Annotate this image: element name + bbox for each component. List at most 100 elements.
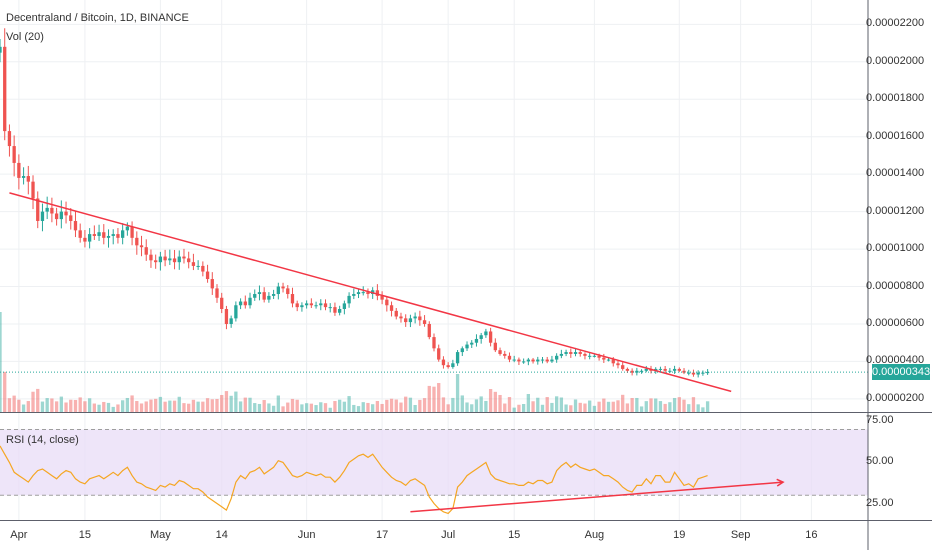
- volume-bar: [78, 397, 82, 412]
- candle-body: [187, 258, 191, 263]
- candle-body: [3, 46, 7, 132]
- volume-bar: [701, 407, 705, 412]
- volume-bar: [21, 404, 26, 412]
- volume-bar: [446, 404, 450, 412]
- volume-bar: [87, 398, 92, 412]
- candle-body: [583, 353, 587, 356]
- volume-bar: [135, 401, 139, 412]
- candle-body: [328, 307, 332, 309]
- volume-bar: [177, 396, 181, 412]
- volume-bar: [17, 399, 21, 412]
- candle-body: [474, 338, 479, 343]
- candle-body: [687, 372, 691, 374]
- candle-body: [92, 234, 96, 236]
- volume-bar: [394, 399, 398, 412]
- volume-bar: [465, 402, 469, 412]
- candle-body: [267, 295, 271, 300]
- candle-body: [559, 353, 564, 356]
- volume-bar: [130, 395, 134, 412]
- candle-body: [205, 271, 210, 280]
- volume-bar: [12, 395, 16, 412]
- candle-body: [116, 234, 120, 238]
- candle-body: [229, 318, 233, 324]
- price-tick-label: 0.00001000: [866, 242, 925, 255]
- candle-body: [243, 301, 247, 306]
- candle-body: [521, 361, 526, 363]
- candle-body: [427, 323, 431, 338]
- volume-label: Vol (20): [6, 31, 44, 43]
- candle-body: [470, 342, 474, 345]
- volume-bar: [191, 399, 196, 412]
- candle-body: [7, 131, 12, 147]
- candle-body: [168, 258, 172, 261]
- volume-bar: [668, 402, 672, 412]
- volume-bar: [31, 391, 35, 412]
- volume-bar: [342, 401, 347, 412]
- candle-body: [507, 355, 512, 360]
- volume-bar: [682, 399, 686, 412]
- candle-body: [121, 230, 125, 238]
- price-tick-label: 0.00000400: [866, 354, 925, 367]
- candle-body: [26, 176, 30, 182]
- time-tick-label: 14: [215, 529, 228, 541]
- rsi-tick-label: 50.00: [866, 455, 894, 468]
- time-tick-label: 19: [673, 529, 686, 541]
- volume-bar: [323, 403, 328, 412]
- candle-body: [668, 370, 672, 372]
- volume-bar: [210, 399, 214, 412]
- candle-body: [498, 350, 502, 354]
- volume-bar: [50, 398, 54, 412]
- volume-bar: [639, 406, 644, 412]
- candle-body: [36, 198, 40, 221]
- candle-body: [493, 342, 497, 351]
- candle-body: [106, 235, 111, 238]
- volume-bar: [36, 388, 40, 412]
- overlays: [0, 192, 868, 515]
- time-tick-label: Apr: [10, 529, 28, 541]
- candle-body: [87, 234, 92, 242]
- price-tick-label: 0.00000200: [866, 391, 925, 404]
- volume-bar: [559, 397, 564, 412]
- volume-bar: [635, 397, 639, 412]
- candle-body: [399, 316, 403, 319]
- volume-bar: [187, 403, 191, 412]
- candle-body: [658, 368, 663, 370]
- candle-body: [295, 303, 299, 308]
- volume-bar: [526, 394, 530, 412]
- volume-bar: [474, 399, 479, 412]
- candle-body: [201, 265, 205, 272]
- candle-body: [536, 359, 540, 362]
- volume-bar: [422, 398, 427, 412]
- volume-bar: [69, 399, 73, 412]
- volume-bar: [333, 401, 337, 412]
- volume-bar: [54, 401, 59, 412]
- candle-body: [621, 365, 625, 369]
- volume-bar: [521, 404, 526, 412]
- candle-body: [413, 316, 417, 319]
- volume-bar: [418, 399, 422, 412]
- candle-body: [691, 372, 696, 375]
- candle-body: [540, 359, 545, 361]
- candle-body: [130, 226, 134, 238]
- volume-bar: [286, 402, 290, 412]
- volume-bar: [625, 403, 630, 412]
- volume-bar: [352, 404, 356, 412]
- volume-bar: [314, 405, 318, 412]
- time-tick-label: Jun: [297, 529, 316, 541]
- candle-body: [446, 365, 450, 368]
- volume-bar: [366, 402, 370, 412]
- last-price-badge: 0.00000343: [872, 364, 931, 381]
- candle-body: [361, 292, 365, 294]
- candle-body: [224, 309, 229, 324]
- candle-body: [149, 254, 153, 261]
- candle-body: [701, 372, 705, 374]
- volume-bar: [630, 398, 634, 412]
- volume-bar: [654, 398, 658, 412]
- price-trendline: [9, 192, 732, 393]
- rsi-label: RSI (14, close): [6, 434, 79, 446]
- volume-bar: [550, 402, 554, 412]
- volume-bar: [172, 400, 177, 412]
- candle-body: [418, 316, 422, 321]
